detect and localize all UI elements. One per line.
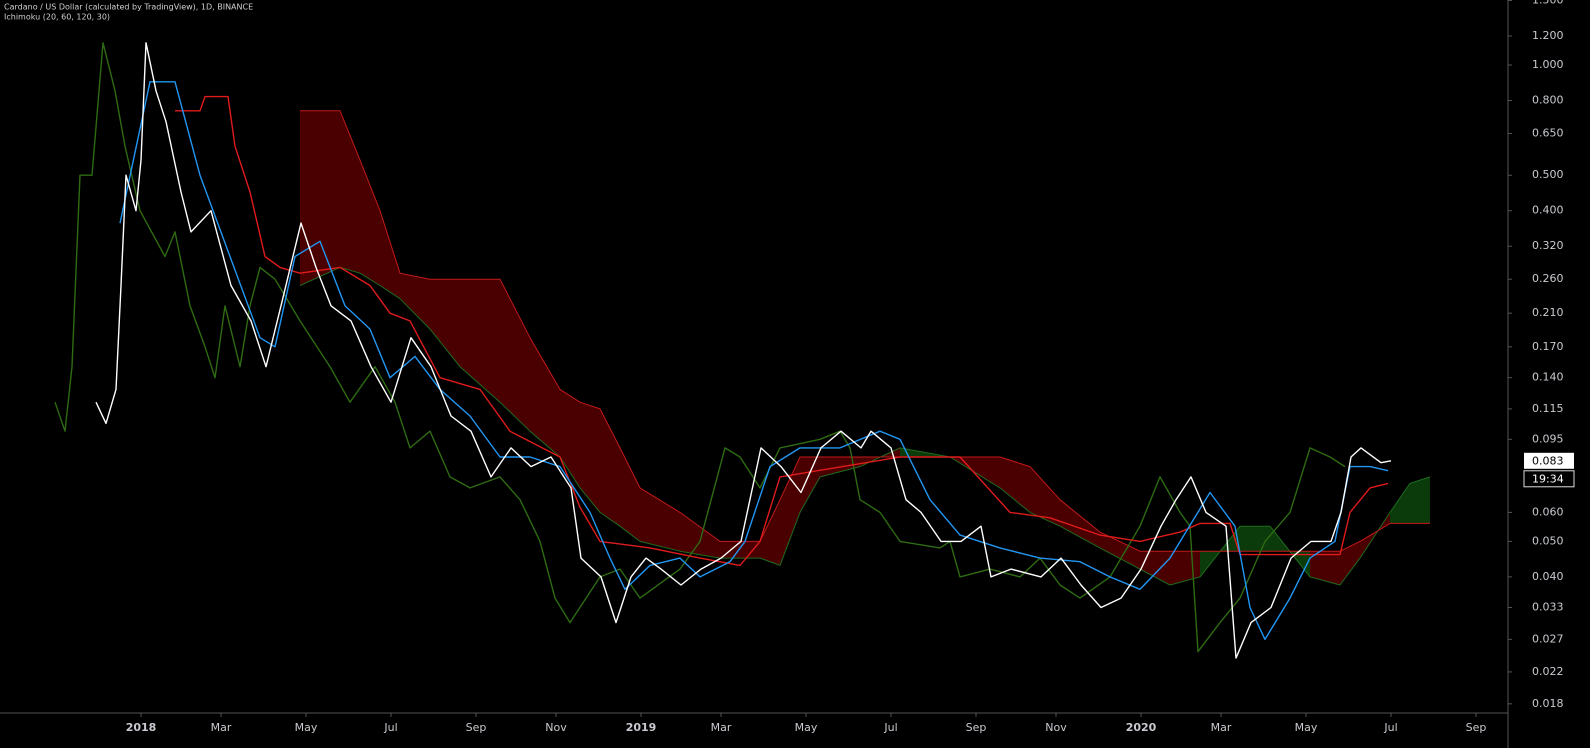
span-b-line (300, 110, 1430, 552)
cloud-fill (430, 279, 460, 367)
cloud-fill (640, 487, 680, 552)
cloud-fill (300, 110, 340, 286)
x-tick-label: Sep (1466, 721, 1487, 734)
x-tick-label: Nov (1045, 721, 1067, 734)
x-tick-label: Jul (883, 721, 897, 734)
y-tick-label: 0.115 (1532, 402, 1564, 415)
y-tick-label: 0.027 (1532, 632, 1564, 645)
cloud-fill (1000, 457, 1030, 513)
y-tick-label: 1.500 (1532, 0, 1564, 7)
plot-area (54, 42, 1431, 659)
y-tick-label: 0.260 (1532, 272, 1564, 285)
series-line (54, 42, 1346, 653)
y-tick-label: 0.500 (1532, 168, 1564, 181)
cloud-fill (400, 273, 430, 330)
x-tick-label: Nov (545, 721, 567, 734)
cloud-fill (1410, 476, 1430, 524)
x-tick-label: May (295, 721, 318, 734)
span-a-line (299, 266, 1431, 586)
y-tick-label: 0.140 (1532, 371, 1564, 384)
last-price-box (1524, 452, 1574, 469)
cloud-fill (720, 541, 760, 559)
x-tick-label: Sep (466, 721, 487, 734)
x-tick-label: May (795, 721, 818, 734)
y-tick-label: 0.800 (1532, 93, 1564, 106)
cloud-fill (500, 279, 530, 432)
y-tick-label: 0.210 (1532, 306, 1564, 319)
y-tick-label: 0.400 (1532, 204, 1564, 217)
series-line (95, 42, 1392, 659)
x-tick-label: 2018 (126, 721, 157, 734)
x-tick-label: Mar (711, 721, 732, 734)
series-line (119, 81, 1389, 641)
x-tick-label: Sep (966, 721, 987, 734)
y-tick-label: 0.033 (1532, 600, 1564, 613)
x-tick-label: Mar (211, 721, 232, 734)
last-price-label: 0.083 (1532, 454, 1564, 467)
cloud-fill (1030, 466, 1060, 527)
cloud-fill (1100, 532, 1140, 570)
cloud-fill (360, 160, 380, 286)
cloud-fill (1060, 499, 1100, 548)
indicator-label: Ichimoku (20, 60, 120, 30) (4, 13, 110, 22)
cloud-fill (1310, 551, 1340, 586)
y-tick-label: 1.000 (1532, 58, 1564, 71)
y-tick-label: 1.200 (1532, 29, 1564, 42)
cloud-fill (1140, 551, 1170, 586)
y-tick-label: 0.022 (1532, 665, 1564, 678)
cloud-fill (560, 389, 580, 488)
y-tick-label: 0.095 (1532, 432, 1564, 445)
y-tick-label: 0.170 (1532, 340, 1564, 353)
y-tick-label: 0.040 (1532, 570, 1564, 583)
x-tick-label: May (1295, 721, 1318, 734)
cloud-fill (760, 499, 780, 566)
x-tick-label: 2019 (626, 721, 657, 734)
y-tick-label: 0.060 (1532, 505, 1564, 518)
cloud-fill (1240, 526, 1270, 552)
chart-title: Cardano / US Dollar (calculated by Tradi… (4, 3, 253, 12)
y-tick-label: 0.018 (1532, 697, 1564, 710)
cloud-fill (1390, 483, 1410, 524)
y-tick-label: 0.050 (1532, 534, 1564, 547)
countdown-label: 19:34 (1532, 472, 1564, 485)
cloud-fill (530, 337, 560, 458)
cloud-fill (580, 402, 600, 513)
y-tick-label: 0.650 (1532, 127, 1564, 140)
cloud-fill (680, 512, 720, 559)
cloud-fill (620, 447, 640, 542)
x-tick-label: 2020 (1126, 721, 1157, 734)
x-tick-label: Jul (383, 721, 397, 734)
series-line (175, 95, 1389, 567)
cloud-fill (340, 110, 360, 274)
cloud-fill (460, 279, 500, 403)
y-tick-label: 0.320 (1532, 239, 1564, 252)
countdown-box (1523, 470, 1575, 488)
x-tick-label: Mar (1211, 721, 1232, 734)
cloud-fill (1340, 541, 1360, 586)
cloud-fill (380, 210, 400, 299)
x-tick-label: Jul (1383, 721, 1397, 734)
